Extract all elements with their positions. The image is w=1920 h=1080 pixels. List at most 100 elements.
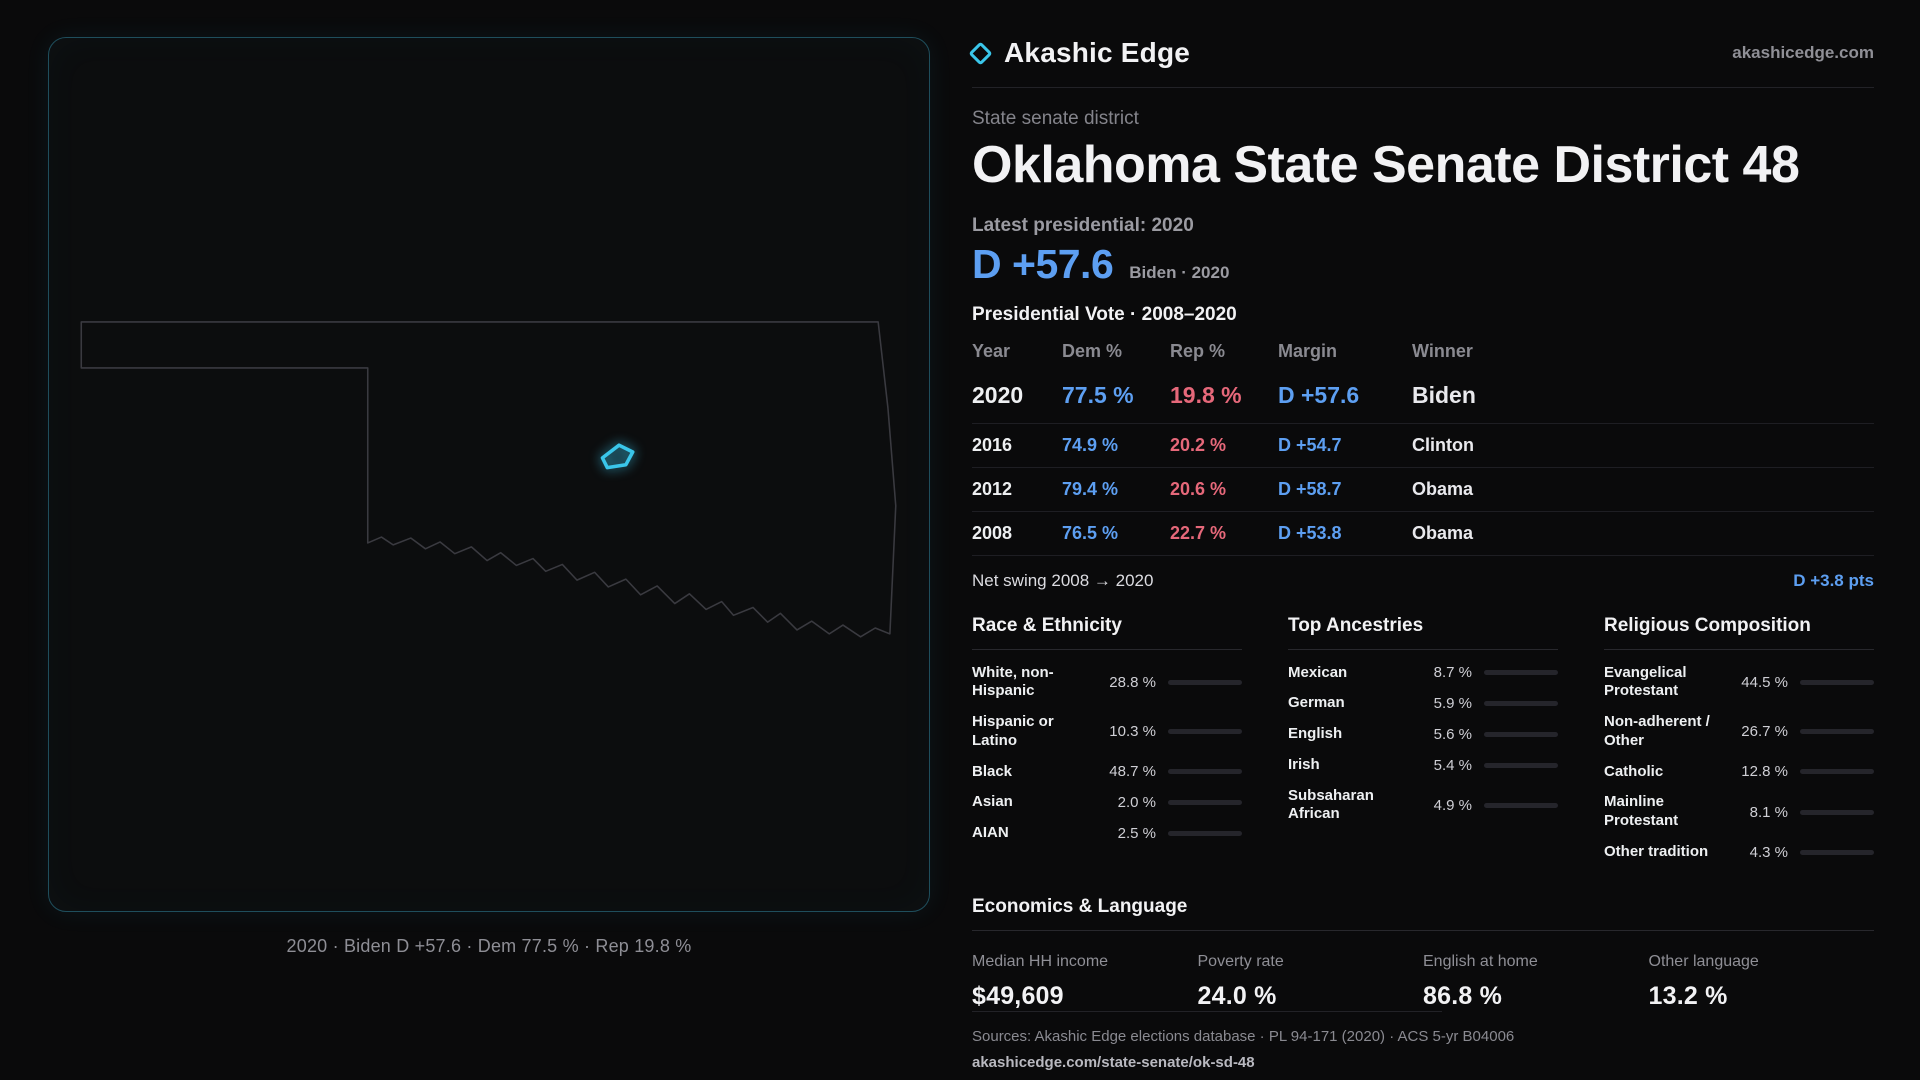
stat-value: 4.3 % [1749, 843, 1788, 861]
brand-header: Akashic Edge akashicedge.com [968, 37, 1874, 88]
stat-bar [1484, 731, 1558, 737]
stat-label: English [1288, 725, 1343, 743]
year-cell: 2012 [972, 478, 1013, 499]
stat-value: $49,609 [972, 981, 1064, 1010]
stat-row: Mexican 8.7 % [1288, 658, 1558, 689]
stat-bar [1168, 679, 1242, 685]
stat-bar [1168, 769, 1242, 775]
oklahoma-state-outline [80, 321, 897, 638]
stat-label: Mainline Protestant [1604, 793, 1679, 830]
stat-bar [1168, 800, 1242, 806]
latest-presidential-label: Latest presidential: 2020 [972, 214, 1194, 236]
page-title: Oklahoma State Senate District 48 [972, 136, 1800, 194]
district-type-kicker: State senate district [972, 108, 1139, 129]
stat-bar [1800, 769, 1874, 775]
stat-value: 28.8 % [1109, 673, 1156, 691]
stat-bar [1800, 849, 1874, 855]
economics-title: Economics & Language [972, 896, 1874, 931]
stat-value: 5.4 % [1433, 756, 1472, 774]
dem-cell: 77.5 % [1062, 381, 1134, 408]
stat-row: Evangelical Protestant 44.5 % [1604, 658, 1874, 708]
margin-cell: D +57.6 [1278, 381, 1360, 408]
sources-text: Sources: Akashic Edge elections database… [972, 1027, 1515, 1045]
stat-label: Mexican [1288, 663, 1348, 681]
stat-value: 5.6 % [1433, 725, 1472, 743]
net-swing-label: Net swing 2008 → 2020 [972, 570, 1154, 590]
stat-block: Poverty rate 24.0 % [1198, 953, 1424, 1011]
stat-label: Hispanic or Latino [972, 713, 1054, 749]
net-swing-value: D +3.8 pts [1793, 570, 1874, 590]
stat-block: English at home 86.8 % [1423, 953, 1649, 1011]
race-ethnicity-title: Race & Ethnicity [972, 615, 1242, 650]
brand: Akashic Edge [968, 37, 1191, 69]
brand-name: Akashic Edge [1004, 37, 1191, 68]
stat-block: Median HH income $49,609 [972, 953, 1198, 1011]
map-column: 2020 · Biden D +57.6 · Dem 77.5 % · Rep … [48, 37, 930, 1080]
stat-row: English 5.6 % [1288, 719, 1558, 750]
permalink[interactable]: akashicedge.com/state-senate/ok-sd-48 [972, 1053, 1255, 1071]
stat-bar [1484, 762, 1558, 768]
table-row: 2020 77.5 % 19.8 % D +57.6 Biden [972, 368, 1874, 424]
year-cell: 2008 [972, 522, 1013, 543]
stat-label: Black [972, 762, 1013, 780]
footer-divider [972, 1010, 1442, 1012]
stat-label: German [1288, 694, 1345, 712]
margin-context: Biden · 2020 [1129, 262, 1230, 282]
stat-value: 48.7 % [1109, 763, 1156, 781]
district-48-shape [600, 443, 635, 470]
stat-label: AIAN [972, 824, 1009, 842]
stat-label: Other language [1648, 952, 1759, 970]
stat-label: Evangelical Protestant [1604, 663, 1687, 700]
rep-cell: 19.8 % [1170, 381, 1242, 408]
col-margin: Margin [1278, 340, 1338, 361]
demographics-section: Race & Ethnicity White, non-Hispanic 28.… [972, 615, 1874, 868]
stat-bar [1484, 670, 1558, 676]
stat-bar [1168, 729, 1242, 735]
stat-label: English at home [1423, 952, 1538, 970]
margin-cell: D +53.8 [1278, 522, 1342, 543]
stat-value: 26.7 % [1741, 723, 1788, 741]
stat-label: Other tradition [1604, 842, 1709, 860]
winner-cell: Clinton [1412, 434, 1474, 455]
stat-row: Subsaharan African 4.9 % [1288, 781, 1558, 831]
stat-label: Irish [1288, 755, 1320, 773]
stat-row: Irish 5.4 % [1288, 750, 1558, 781]
winner-cell: Obama [1412, 522, 1474, 543]
table-header-row: Year Dem % Rep % Margin Winner [972, 332, 1874, 368]
stat-row: AIAN 2.5 % [972, 818, 1242, 849]
district-map-panel [48, 37, 930, 912]
stat-row: Non-adherent / Other 26.7 % [1604, 707, 1874, 757]
brand-domain-link[interactable]: akashicedge.com [1732, 43, 1874, 62]
race-ethnicity-column: Race & Ethnicity White, non-Hispanic 28.… [972, 615, 1242, 868]
col-dem: Dem % [1062, 340, 1123, 361]
year-cell: 2016 [972, 434, 1013, 455]
stat-row: White, non-Hispanic 28.8 % [972, 658, 1242, 708]
detail-column: Akashic Edge akashicedge.com State senat… [968, 37, 1875, 1080]
stat-value: 8.7 % [1433, 664, 1472, 682]
stat-row: Catholic 12.8 % [1604, 757, 1874, 788]
stat-value: 4.9 % [1433, 796, 1472, 814]
margin-cell: D +54.7 [1278, 434, 1342, 455]
stat-label: Catholic [1604, 762, 1664, 780]
dem-cell: 74.9 % [1062, 434, 1119, 455]
rep-cell: 22.7 % [1170, 522, 1227, 543]
vote-table-title: Presidential Vote · 2008–2020 [972, 303, 1237, 325]
diamond-icon [968, 40, 993, 66]
stat-label: Non-adherent / Other [1604, 713, 1710, 749]
table-row: 2016 74.9 % 20.2 % D +54.7 Clinton [972, 424, 1874, 468]
table-row: 2012 79.4 % 20.6 % D +58.7 Obama [972, 468, 1874, 512]
stat-row: Hispanic or Latino 10.3 % [972, 707, 1242, 757]
religion-title: Religious Composition [1604, 615, 1874, 650]
stat-label: White, non-Hispanic [972, 663, 1054, 700]
religion-column: Religious Composition Evangelical Protes… [1604, 615, 1874, 868]
stat-value: 10.3 % [1109, 723, 1156, 741]
stat-bar [1800, 679, 1874, 685]
stat-bar [1484, 802, 1558, 808]
stat-value: 13.2 % [1648, 981, 1728, 1010]
stat-bar [1800, 729, 1874, 735]
stat-bar [1484, 701, 1558, 707]
headline-margin: D +57.6 Biden · 2020 [972, 241, 1874, 288]
stat-block: Other language 13.2 % [1649, 953, 1875, 1011]
stat-value: 24.0 % [1197, 981, 1277, 1010]
